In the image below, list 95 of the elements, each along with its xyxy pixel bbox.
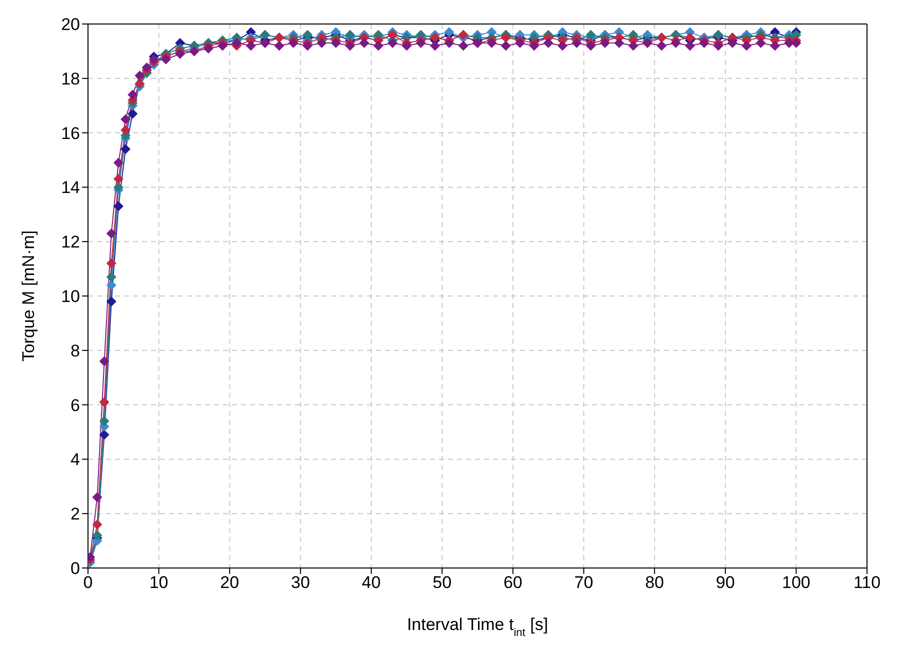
y-tick-label: 4 [70,450,80,470]
x-tick-label: 70 [574,573,594,592]
point [770,40,780,51]
x-tick-label: 80 [645,573,664,592]
point [203,43,214,54]
point [99,430,110,440]
point [742,40,752,51]
point [99,416,110,426]
x-tick-label: 10 [149,573,168,592]
point [430,40,440,51]
point [756,38,766,48]
point [572,38,582,48]
point [120,125,131,136]
point [586,30,596,40]
point [416,38,426,48]
point [113,182,124,192]
point [359,38,370,48]
x-tick-label: 110 [853,573,881,592]
x-axis-title: Interval Time t$_{int}$ [s] [406,615,548,639]
point [128,90,138,100]
y-tick-label: 16 [61,124,80,143]
y-tick-label: 18 [61,69,80,88]
point [106,258,116,268]
point [373,40,384,51]
point [106,272,116,282]
point [345,30,356,40]
point [120,114,131,124]
point [529,40,540,51]
x-tick-label: 20 [220,573,240,592]
point [92,530,102,540]
point [106,296,116,306]
x-tick-label: 90 [716,573,735,592]
point [274,40,284,51]
point [444,38,454,48]
point [784,38,794,48]
point [388,38,398,48]
point [302,30,313,40]
point [134,70,145,81]
y-tick-label: 0 [70,559,80,578]
point [120,144,131,154]
point [557,40,568,51]
point [92,519,102,530]
point [128,108,138,119]
point [543,38,554,48]
x-tick-label: 100 [782,573,810,592]
y-tick-label: 12 [61,232,80,252]
point [699,38,710,48]
point [670,38,681,48]
point [628,40,638,51]
point [99,356,110,366]
point [402,40,412,51]
point [160,54,171,64]
point [175,48,186,59]
x-tick-label: 0 [83,573,93,592]
point [586,40,596,51]
point [614,38,624,48]
point [684,40,695,51]
x-tick-label: 50 [432,573,452,592]
y-tick-label: 6 [70,396,80,415]
y-tick-label: 2 [70,504,80,524]
y-tick-label: 14 [61,178,80,198]
y-tick-label: 8 [70,341,80,360]
point [500,40,511,51]
x-tick-label: 60 [503,573,522,592]
point [486,38,497,48]
point [302,40,313,51]
point [232,38,242,48]
y-tick-label: 10 [61,287,80,306]
point [99,397,110,408]
point [113,174,124,184]
point [316,38,327,48]
point [92,492,102,502]
point [514,38,525,48]
point [246,40,256,51]
point [218,40,228,51]
point [444,27,454,38]
point [288,38,298,48]
point [106,228,116,238]
point [727,38,738,48]
point [600,38,610,48]
point [345,40,356,51]
point [713,40,724,51]
point [113,158,124,168]
point [330,38,341,48]
y-axis-title: Torque M [mN·m] [19,230,38,362]
point [113,201,124,212]
y-tick-label: 20 [61,15,80,34]
point [148,54,159,64]
point [791,38,802,48]
point [458,40,468,51]
x-tick-label: 40 [362,573,381,592]
point [106,280,116,290]
x-tick-label: 30 [290,573,310,592]
point [142,62,152,73]
point [656,40,667,51]
